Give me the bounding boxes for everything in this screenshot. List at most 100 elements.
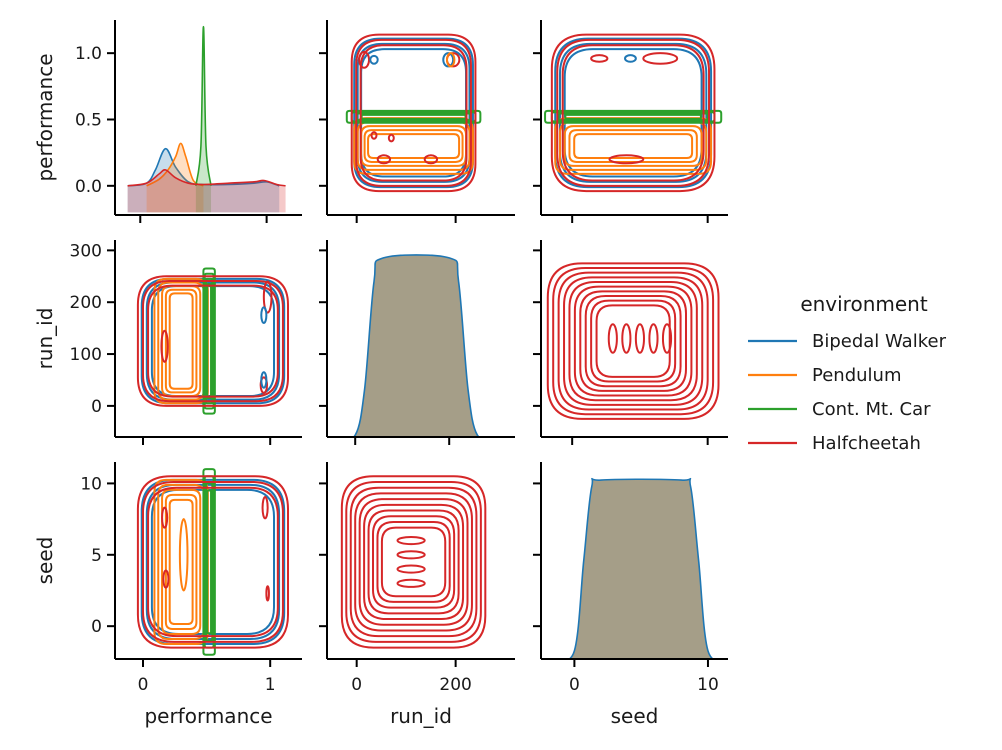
contour-halfcheetah-seed-vs-run_id [358, 498, 469, 626]
contour-blob-halfcheetah [358, 50, 371, 69]
kde-fill-run_id-all [336, 254, 497, 437]
contour-halfcheetah-seed-vs-performance [141, 480, 284, 643]
contour-bipedal-walker-seed-vs-performance [140, 478, 286, 646]
plot-area-1-0 [136, 267, 290, 415]
kde-fill-seed-all [554, 478, 728, 659]
y-tick-label-performance: 0.0 [75, 177, 102, 197]
plot-area-2-0 [136, 468, 290, 656]
contour-blob-pendulum [445, 52, 456, 68]
y-axis-label-seed: seed [33, 537, 57, 585]
contour-blob-halfcheetah [376, 154, 392, 165]
contour-cont-mt-car-seed-vs-performance [202, 468, 216, 656]
y-tick-label-seed: 10 [80, 474, 102, 494]
contour-halfcheetah-run_id-vs-performance [147, 284, 279, 398]
contour-blob-halfcheetah [423, 154, 439, 165]
x-axis-label-seed: seed [611, 704, 659, 728]
contour-blob-halfcheetah [648, 323, 659, 354]
y-tick-label-seed: 0 [91, 617, 102, 637]
contour-halfcheetah-seed-vs-run_id [354, 492, 473, 632]
plot-area-2-2 [554, 477, 728, 659]
contour-halfcheetah-run_id-vs-seed [563, 276, 704, 406]
kde-line-performance-bipedal-walker [127, 147, 280, 187]
contour-blob-bipedal-walker [624, 54, 637, 63]
contour-blob-pendulum [178, 518, 189, 592]
contour-blob-bipedal-walker [442, 52, 455, 68]
contour-halfcheetah-seed-vs-run_id [376, 520, 451, 603]
contour-blob-halfcheetah [396, 564, 426, 574]
contour-halfcheetah-run_id-vs-performance [141, 279, 284, 403]
contour-halfcheetah-performance-vs-seed [556, 38, 711, 187]
x-tick-label-performance: 1 [265, 675, 276, 695]
contour-pendulum-performance-vs-run_id [363, 129, 464, 163]
contour-pendulum-performance-vs-seed [558, 121, 708, 171]
contour-cont-mt-car-performance-vs-run_id [345, 109, 482, 124]
contour-halfcheetah-seed-vs-performance [136, 475, 290, 649]
kde-fill-performance-bipedal-walker [127, 148, 280, 213]
contour-halfcheetah-run_id-vs-seed [546, 262, 720, 420]
x-tick-label-performance: 0 [138, 675, 149, 695]
contour-blob-bipedal-walker [369, 54, 379, 65]
contour-halfcheetah-seed-vs-run_id [349, 486, 478, 638]
y-tick-label-run_id: 200 [70, 293, 102, 313]
y-tick-label-seed: 5 [91, 546, 102, 566]
contour-cont-mt-car-seed-vs-performance [206, 489, 213, 635]
contour-bipedal-walker-seed-vs-performance [150, 488, 276, 636]
y-axis-label-performance: performance [33, 53, 57, 181]
legend-label-cont-mt-car: Cont. Mt. Car [812, 399, 931, 420]
contour-blob-bipedal-walker [260, 371, 268, 389]
contour-pendulum-seed-vs-performance [161, 488, 202, 636]
contour-bipedal-walker-seed-vs-performance [145, 483, 281, 641]
contour-halfcheetah-run_id-vs-seed [557, 271, 709, 411]
contour-blob-halfcheetah [590, 54, 609, 63]
contour-halfcheetah-performance-vs-seed [550, 33, 716, 193]
x-tick-label-run_id: 0 [351, 675, 362, 695]
contour-halfcheetah-run_id-vs-seed [579, 290, 687, 392]
panel-performance-vs-seed [533, 20, 728, 223]
contour-cont-mt-car-seed-vs-performance [204, 482, 214, 642]
contour-blob-halfcheetah [387, 133, 395, 143]
y-tick-label-performance: 0.5 [75, 110, 102, 130]
kde-line-performance-cont-mt-car [195, 25, 212, 186]
contour-bipedal-walker-run_id-vs-performance [145, 281, 281, 401]
contour-halfcheetah-run_id-vs-seed [584, 294, 682, 388]
contour-blob-halfcheetah [642, 52, 679, 65]
contour-blob-halfcheetah [262, 280, 273, 314]
y-tick-label-run_id: 100 [70, 345, 102, 365]
panel-run_id-vs-run_id [319, 240, 515, 445]
contour-cont-mt-car-run_id-vs-performance [206, 283, 213, 400]
legend: environment Bipedal Walker Pendulum Cont. M… [748, 292, 947, 454]
contour-halfcheetah-performance-vs-run_id [350, 33, 477, 193]
legend-label-bipedal-walker: Bipedal Walker [812, 331, 947, 352]
contour-pendulum-performance-vs-run_id [356, 121, 471, 171]
contour-blob-halfcheetah [607, 323, 618, 354]
contour-cont-mt-car-run_id-vs-performance [203, 272, 215, 410]
contour-blob-halfcheetah [396, 535, 426, 546]
contour-cont-mt-car-run_id-vs-performance [202, 267, 216, 415]
plot-area-1-2 [546, 262, 720, 420]
contour-halfcheetah-seed-vs-run_id [367, 509, 460, 615]
panel-run_id-vs-seed [533, 240, 728, 445]
contour-blob-halfcheetah [634, 323, 645, 354]
contour-pendulum-performance-vs-seed [568, 129, 698, 163]
x-tick-label-seed: 0 [569, 675, 580, 695]
contour-bipedal-walker-performance-vs-seed [563, 48, 703, 178]
x-axis-label-run_id: run_id [390, 704, 452, 728]
contour-halfcheetah-seed-vs-run_id [380, 526, 447, 598]
contour-cont-mt-car-performance-vs-seed [557, 112, 709, 122]
contour-halfcheetah-performance-vs-run_id [355, 38, 472, 187]
contour-cont-mt-car-performance-vs-seed [564, 113, 702, 120]
contour-pendulum-seed-vs-performance [168, 498, 194, 626]
legend-label-pendulum: Pendulum [812, 365, 901, 386]
plot-area-1-1 [336, 254, 497, 437]
y-tick-label-run_id: 0 [91, 397, 102, 417]
panel-run_id-vs-performance: 0 100 200 300 [70, 240, 302, 445]
y-axis-label-run_id: run_id [33, 308, 57, 370]
contour-pendulum-seed-vs-performance [164, 493, 198, 631]
contour-halfcheetah-performance-vs-seed [561, 44, 705, 182]
contour-halfcheetah-run_id-vs-seed [590, 299, 677, 383]
contour-halfcheetah-seed-vs-run_id [340, 475, 487, 649]
contour-halfcheetah-run_id-vs-seed [552, 266, 715, 416]
contour-cont-mt-car-performance-vs-run_id [360, 113, 467, 120]
contour-blob-halfcheetah [160, 329, 169, 363]
